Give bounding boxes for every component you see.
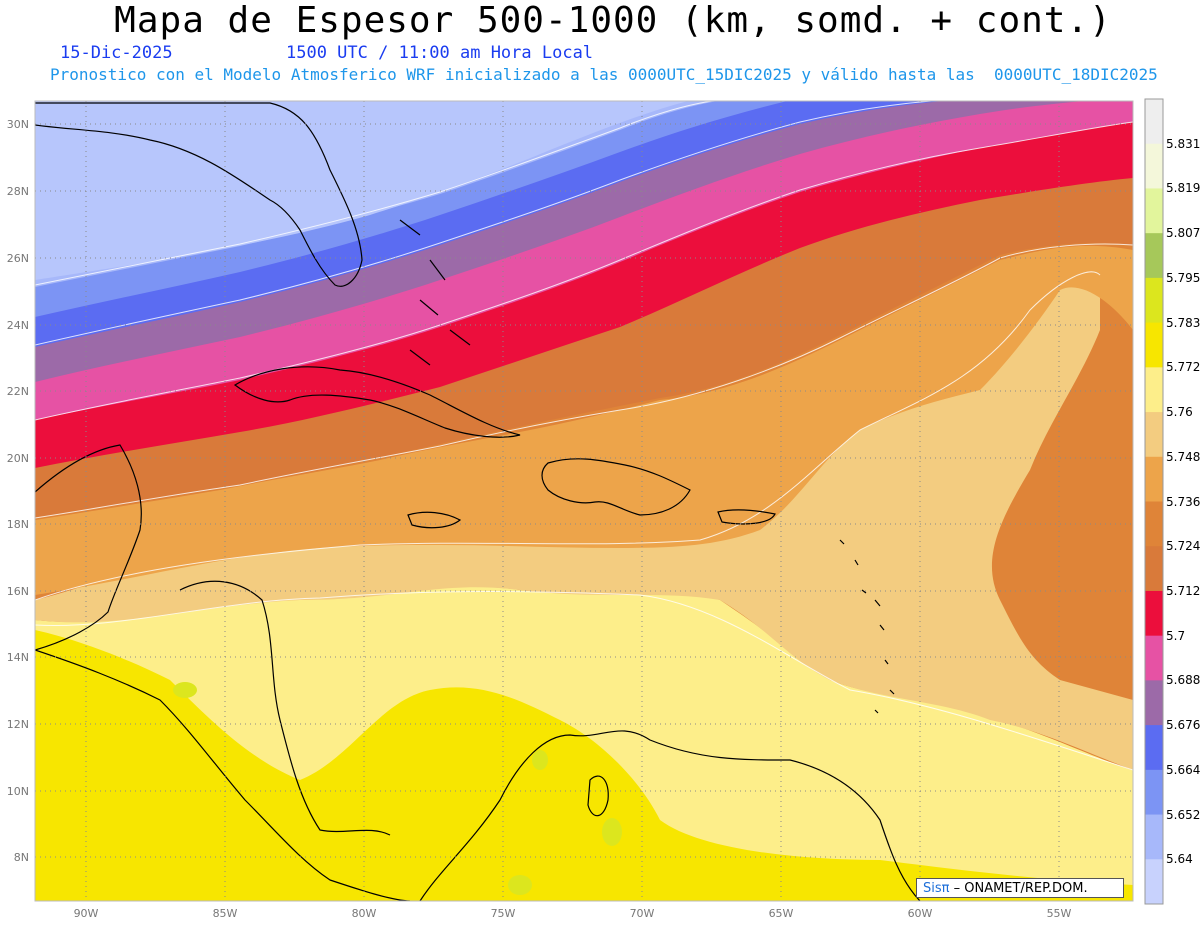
lat-label: 16N [7,585,29,598]
colorbar-swatch [1145,501,1163,547]
colorbar-swatch [1145,412,1163,458]
forecast-date: 15-Dic-2025 [60,43,173,63]
colorbar-swatch [1145,456,1163,502]
colorbar-swatch [1145,725,1163,771]
credit-brand: Sisπ [923,881,950,896]
colorbar-label: 5.76 [1166,405,1193,420]
lat-label: 10N [7,785,29,798]
colorbar-label: 5.831 [1166,136,1200,151]
colorbar-swatch [1145,99,1163,145]
lon-label: 85W [213,907,238,920]
colorbar-label: 5.772 [1166,360,1200,375]
colorbar-swatch [1145,277,1163,324]
lat-label: 26N [7,252,29,265]
colorbar [1144,98,1164,905]
lat-label: 18N [7,518,29,531]
colorbar-label: 5.819 [1166,181,1200,196]
lon-label: 55W [1047,907,1072,920]
colorbar-label: 5.712 [1166,583,1200,598]
lat-label: 30N [7,118,29,131]
lon-label: 70W [630,907,655,920]
colorbar-swatch [1145,367,1163,413]
colorbar-label: 5.688 [1166,673,1200,688]
colorbar-label: 5.652 [1166,807,1200,822]
colorbar-label: 5.748 [1166,449,1200,464]
colorbar-swatch [1145,814,1163,860]
coastlines [35,102,921,901]
lat-label: 28N [7,185,29,198]
colorbar-swatch [1145,233,1163,279]
colorbar-swatch [1145,769,1163,816]
colorbar-label: 5.64 [1166,852,1193,867]
colorbar-swatch [1145,188,1163,234]
colorbar-label: 5.736 [1166,494,1200,509]
colorbar-swatch [1145,859,1163,905]
colorbar-label: 5.783 [1166,315,1200,330]
colorbar-label: 5.724 [1166,539,1200,554]
lon-label: 80W [352,907,377,920]
credit-box: Sisπ – ONAMET/REP.DOM. [916,878,1124,898]
contour-lines [35,101,1133,771]
colorbar-label: 5.807 [1166,226,1200,241]
model-description: Pronostico con el Modelo Atmosferico WRF… [50,65,1158,84]
forecast-time: 1500 UTC / 11:00 am Hora Local [286,43,594,63]
colorbar-swatch [1145,546,1163,592]
lon-label: 90W [74,907,99,920]
credit-text: – ONAMET/REP.DOM. [949,881,1088,896]
map-title: Mapa de Espesor 500-1000 (km, somd. + co… [114,0,1112,41]
colorbar-frame [1144,98,1164,905]
lat-label: 14N [7,651,29,664]
lat-label: 24N [7,319,29,332]
lon-label: 65W [769,907,794,920]
latitude-labels: 30N 28N 26N 24N 22N 20N 18N 16N 14N 12N … [7,118,29,864]
map-frame [34,100,1134,902]
thickness-contour-bands [35,101,1133,901]
colorbar-swatch [1145,635,1163,681]
lat-label: 20N [7,452,29,465]
longitude-labels: 90W 85W 80W 75W 70W 65W 60W 55W [74,907,1072,920]
colorbar-label: 5.676 [1166,718,1200,733]
lat-label: 22N [7,385,29,398]
lon-label: 75W [491,907,516,920]
colorbar-label: 5.664 [1166,762,1200,777]
graticule [35,101,1133,901]
lat-label: 8N [14,851,29,864]
colorbar-swatch [1145,143,1163,189]
lon-label: 60W [908,907,933,920]
colorbar-label: 5.795 [1166,270,1200,285]
colorbar-label: 5.7 [1166,628,1186,643]
lat-label: 12N [7,718,29,731]
colorbar-swatch [1145,322,1163,368]
colorbar-swatch [1145,680,1163,726]
colorbar-swatch [1145,590,1163,637]
